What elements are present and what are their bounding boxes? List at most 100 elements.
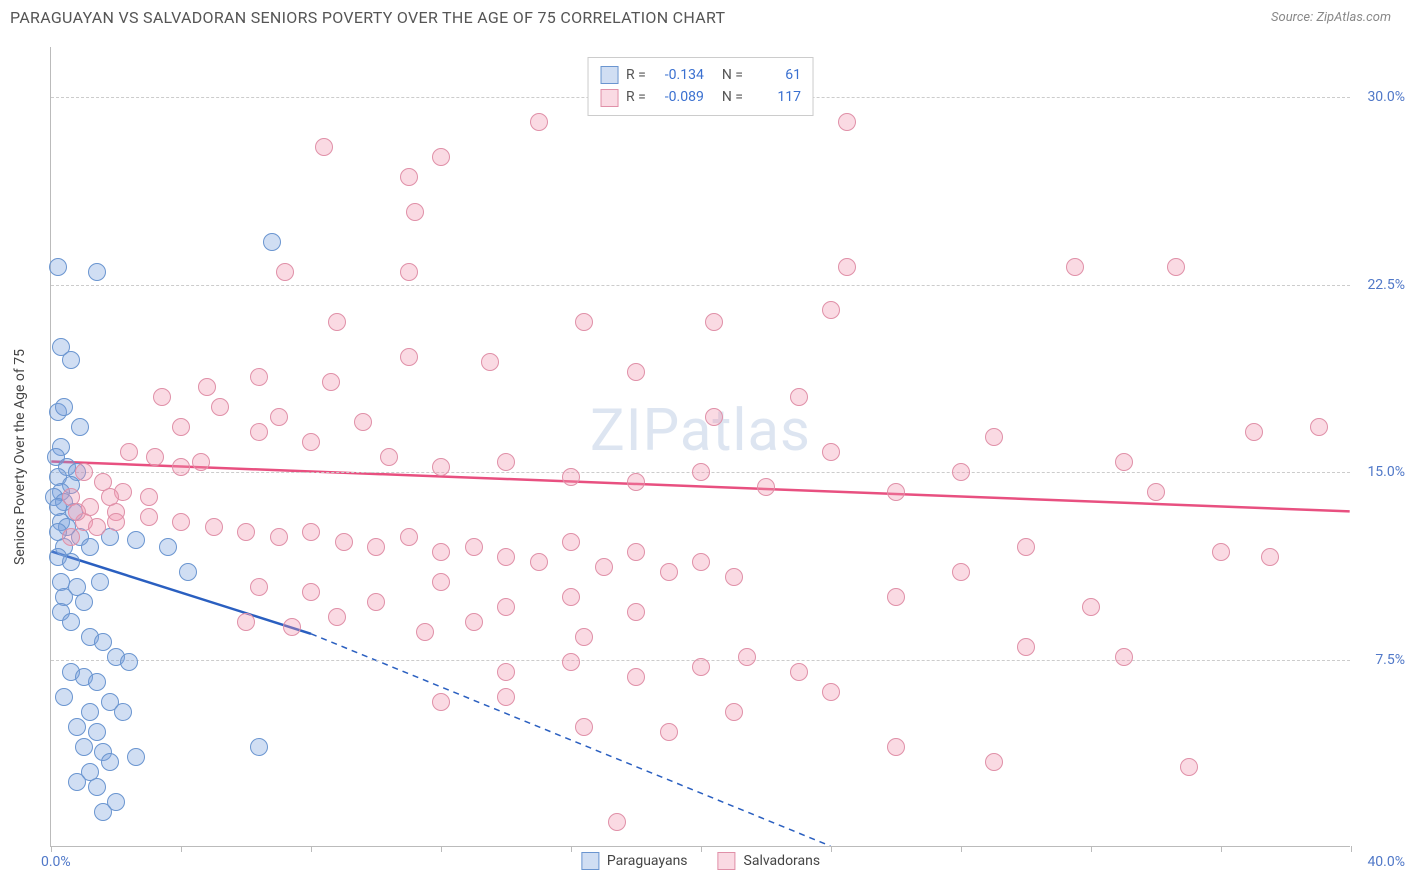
scatter-point	[302, 433, 320, 451]
scatter-point	[1245, 423, 1263, 441]
watermark-text: ZIPatlas	[590, 397, 811, 465]
scatter-point	[660, 563, 678, 581]
scatter-point	[75, 593, 93, 611]
scatter-point	[367, 593, 385, 611]
y-tick-label: 15.0%	[1367, 464, 1405, 480]
scatter-point	[302, 583, 320, 601]
scatter-point	[94, 803, 112, 821]
scatter-point	[71, 418, 89, 436]
scatter-point	[595, 558, 613, 576]
scatter-point	[1115, 648, 1133, 666]
scatter-point	[985, 428, 1003, 446]
legend-series-label: Paraguayans	[607, 853, 688, 869]
x-tick	[701, 846, 702, 852]
trendlines-layer	[51, 47, 1350, 846]
scatter-point	[107, 513, 125, 531]
scatter-point	[198, 378, 216, 396]
scatter-point	[530, 553, 548, 571]
legend-swatch	[600, 89, 618, 107]
scatter-point	[192, 453, 210, 471]
scatter-point	[263, 233, 281, 251]
x-axis-min-label: 0.0%	[41, 854, 71, 870]
legend-series-item: Paraguayans	[581, 852, 688, 870]
scatter-point	[432, 148, 450, 166]
scatter-point	[660, 723, 678, 741]
scatter-point	[172, 458, 190, 476]
scatter-point	[627, 668, 645, 686]
y-tick-label: 22.5%	[1367, 277, 1405, 293]
scatter-point	[432, 693, 450, 711]
scatter-point	[91, 573, 109, 591]
scatter-point	[140, 488, 158, 506]
scatter-point	[172, 418, 190, 436]
r-value: -0.134	[654, 64, 704, 86]
scatter-point	[250, 738, 268, 756]
gridline	[51, 285, 1350, 286]
scatter-point	[400, 528, 418, 546]
scatter-point	[406, 203, 424, 221]
scatter-point	[75, 463, 93, 481]
scatter-point	[985, 753, 1003, 771]
scatter-point	[497, 663, 515, 681]
legend-swatch	[581, 852, 599, 870]
scatter-point	[497, 453, 515, 471]
r-label: R =	[626, 64, 646, 86]
scatter-point	[276, 263, 294, 281]
scatter-point	[575, 718, 593, 736]
scatter-point	[627, 473, 645, 491]
x-tick	[831, 846, 832, 852]
scatter-point	[692, 463, 710, 481]
y-axis-title: Seniors Poverty Over the Age of 75	[12, 349, 28, 565]
scatter-point	[62, 613, 80, 631]
plot-area: ZIPatlas R =-0.134N =61R =-0.089N =117 0…	[50, 47, 1350, 847]
scatter-point	[608, 813, 626, 831]
scatter-point	[432, 458, 450, 476]
source-name: ZipAtlas.com	[1316, 10, 1391, 25]
scatter-point	[140, 508, 158, 526]
x-tick	[1351, 846, 1352, 852]
scatter-point	[55, 688, 73, 706]
scatter-point	[68, 773, 86, 791]
scatter-point	[68, 503, 86, 521]
scatter-point	[49, 258, 67, 276]
scatter-point	[120, 443, 138, 461]
scatter-point	[757, 478, 775, 496]
scatter-point	[432, 543, 450, 561]
legend-stat-row: R =-0.089N =117	[600, 86, 801, 108]
scatter-point	[354, 413, 372, 431]
scatter-point	[1167, 258, 1185, 276]
scatter-point	[88, 778, 106, 796]
scatter-point	[562, 468, 580, 486]
x-tick	[311, 846, 312, 852]
scatter-point	[205, 518, 223, 536]
x-tick	[51, 846, 52, 852]
scatter-point	[416, 623, 434, 641]
scatter-point	[497, 598, 515, 616]
source-prefix: Source:	[1271, 10, 1316, 25]
scatter-point	[887, 483, 905, 501]
scatter-point	[465, 538, 483, 556]
scatter-point	[575, 313, 593, 331]
correlation-legend: R =-0.134N =61R =-0.089N =117	[587, 57, 814, 116]
scatter-point	[692, 658, 710, 676]
scatter-point	[738, 648, 756, 666]
scatter-point	[562, 533, 580, 551]
scatter-point	[380, 448, 398, 466]
scatter-point	[790, 388, 808, 406]
scatter-point	[562, 653, 580, 671]
scatter-point	[283, 618, 301, 636]
legend-series-label: Salvadorans	[744, 853, 821, 869]
scatter-point	[94, 633, 112, 651]
scatter-point	[497, 688, 515, 706]
chart-container: Seniors Poverty Over the Age of 75 ZIPat…	[10, 37, 1396, 877]
scatter-point	[1115, 453, 1133, 471]
x-tick	[1221, 846, 1222, 852]
scatter-point	[1310, 418, 1328, 436]
scatter-point	[237, 613, 255, 631]
scatter-point	[81, 703, 99, 721]
series-legend: Paraguayans Salvadorans	[581, 852, 820, 870]
scatter-point	[367, 538, 385, 556]
n-label: N =	[722, 86, 743, 108]
scatter-point	[1082, 598, 1100, 616]
scatter-point	[887, 588, 905, 606]
